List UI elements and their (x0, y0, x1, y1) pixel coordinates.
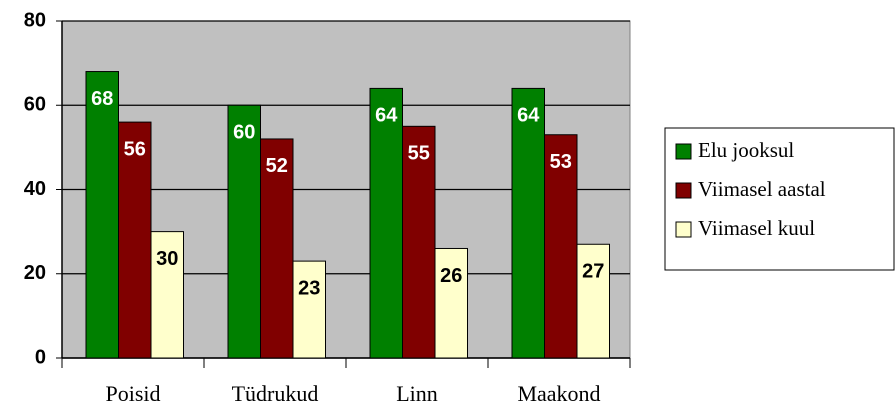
data-label: 68 (91, 88, 113, 110)
data-label: 52 (266, 155, 288, 177)
bar (402, 125, 436, 359)
legend-label: Viimasel kuul (698, 216, 815, 240)
x-tick-label: Maakond (517, 381, 600, 406)
bar (434, 247, 468, 359)
data-label: 64 (517, 105, 540, 127)
legend-label: Viimasel aastal (698, 177, 826, 201)
x-tick-label: Poisid (105, 381, 160, 406)
bar (544, 134, 578, 359)
x-tick-label: Tüdrukud (232, 381, 319, 406)
data-label: 26 (440, 265, 462, 287)
legend-label: Elu jooksul (698, 138, 794, 162)
legend-swatch (675, 182, 692, 199)
data-label: 64 (375, 105, 398, 127)
legend-swatch (675, 143, 692, 160)
data-label: 27 (582, 261, 604, 283)
y-tick-label: 40 (24, 178, 46, 200)
bar (292, 260, 326, 359)
bar (511, 87, 545, 359)
data-label: 55 (408, 143, 430, 165)
legend-swatch (675, 221, 692, 238)
x-tick-label: Linn (396, 381, 438, 406)
bar (85, 71, 119, 359)
bar (150, 231, 184, 359)
bar (369, 87, 403, 359)
data-label: 53 (550, 151, 572, 173)
y-tick-label: 60 (24, 94, 46, 116)
data-label: 60 (233, 122, 255, 144)
y-tick-label: 80 (24, 9, 46, 31)
bar (118, 121, 152, 359)
bar (576, 243, 610, 359)
data-label: 23 (298, 277, 320, 299)
data-label: 30 (156, 248, 178, 270)
y-tick-label: 0 (35, 346, 46, 368)
bar (260, 138, 294, 359)
y-tick-label: 20 (24, 262, 46, 284)
data-label: 56 (124, 138, 146, 160)
legend-box (664, 127, 895, 271)
